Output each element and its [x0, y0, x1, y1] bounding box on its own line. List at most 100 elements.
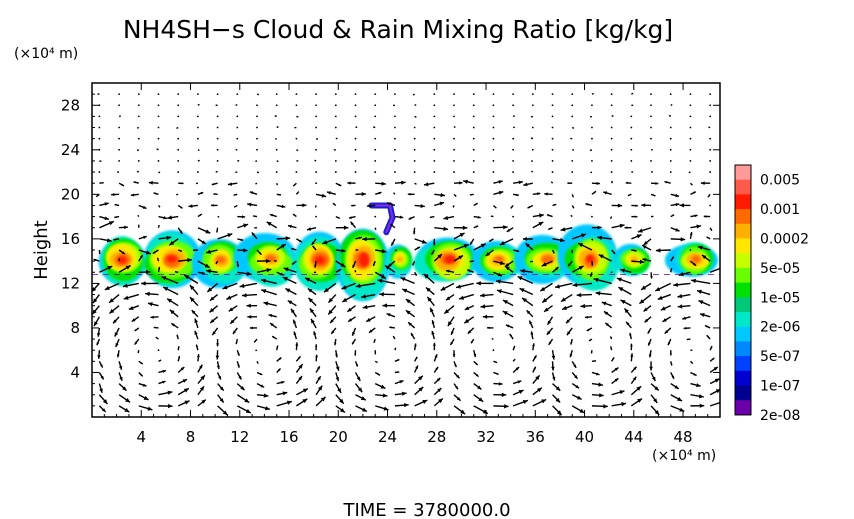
wind-arrow	[433, 115, 436, 118]
wind-arrow	[351, 327, 357, 336]
wind-head	[361, 192, 366, 197]
wind-arrow	[591, 215, 593, 218]
wind-head	[446, 296, 451, 301]
wind-head	[205, 229, 211, 234]
wind-arrow	[708, 126, 711, 129]
wind-dot	[394, 148, 396, 151]
wind-arrow	[664, 180, 671, 184]
wind-arrow	[276, 345, 279, 351]
wind-dot	[472, 171, 475, 173]
wind-head	[477, 385, 482, 390]
wind-arrow	[98, 383, 103, 393]
wind-arrow	[412, 93, 415, 96]
colorbar-swatch	[735, 223, 751, 239]
wind-head	[397, 371, 400, 374]
wind-head	[153, 326, 156, 329]
wind-head	[630, 353, 634, 357]
wind-head	[260, 384, 265, 388]
wind-dot	[315, 126, 318, 129]
wind-arrow	[510, 205, 514, 209]
wind-arrow	[472, 137, 475, 140]
wind-dot	[709, 204, 712, 207]
wind-head	[509, 333, 513, 337]
wind-head	[201, 399, 206, 404]
wind-arrow	[709, 357, 715, 362]
wind-dot	[709, 171, 712, 173]
wind-arrow	[136, 149, 140, 152]
wind-head	[496, 372, 499, 375]
wind-head	[408, 322, 412, 326]
wind-head	[330, 319, 334, 324]
wind-head	[394, 347, 396, 349]
wind-arrow	[147, 302, 159, 307]
wind-arrow	[499, 238, 514, 246]
wind-head	[688, 172, 690, 173]
wind-arrow	[505, 324, 514, 329]
wind-arrow	[452, 205, 455, 208]
wind-head	[603, 311, 609, 316]
wind-head	[547, 320, 552, 325]
wind-arrow	[237, 271, 252, 276]
wind-arrow	[576, 292, 592, 298]
wind-arrow	[472, 160, 475, 162]
wind-arrow	[650, 394, 658, 404]
wind-dot	[275, 104, 278, 107]
wind-arrow	[333, 149, 336, 151]
wind-head	[241, 293, 247, 298]
wind-arrow	[551, 115, 554, 118]
wind-arrow	[505, 265, 514, 273]
wind-arrow	[354, 137, 357, 140]
wind-arrow	[211, 204, 218, 207]
y-tick-label: 24	[61, 141, 80, 159]
wind-arrow	[314, 205, 317, 208]
wind-arrow	[551, 350, 556, 360]
wind-arrow	[128, 305, 140, 311]
wind-arrow	[296, 115, 299, 118]
wind-head	[715, 389, 720, 394]
wind-head	[333, 149, 335, 151]
wind-head	[350, 221, 354, 226]
wind-head	[317, 385, 323, 391]
wind-arrow	[235, 104, 238, 106]
wind-arrow	[247, 202, 258, 207]
wind-head	[108, 221, 114, 226]
wind-dot	[453, 137, 455, 140]
wind-head	[517, 276, 523, 281]
wind-arrow	[386, 202, 396, 207]
wind-dot	[551, 160, 554, 162]
wind-arrow	[560, 227, 573, 232]
wind-arrow	[696, 289, 711, 296]
wind-arrow	[631, 259, 645, 264]
wind-head	[227, 233, 233, 238]
wind-arrow	[209, 316, 219, 324]
wind-arrow	[211, 327, 219, 336]
wind-head	[456, 284, 461, 289]
wind-arrow	[295, 93, 298, 96]
wind-arrow	[690, 191, 697, 195]
wind-arrow	[377, 278, 396, 285]
wind-arrow	[114, 215, 120, 219]
wind-arrow	[506, 227, 514, 233]
wind-head	[673, 282, 678, 287]
wind-arrow	[295, 375, 303, 385]
wind-head	[456, 374, 460, 379]
wind-dot	[630, 148, 633, 151]
wind-head	[706, 335, 709, 338]
wind-arrow	[271, 335, 278, 340]
wind-head	[145, 269, 151, 275]
wind-head	[610, 346, 612, 349]
wind-head	[258, 172, 259, 173]
wind-arrow	[610, 148, 613, 151]
wind-head	[357, 387, 363, 393]
wind-arrow	[256, 405, 271, 411]
wind-head	[97, 93, 99, 95]
wind-arrow	[604, 322, 613, 329]
wind-head	[572, 195, 574, 198]
wind-arrow	[512, 104, 515, 107]
wind-head	[184, 400, 190, 405]
wind-arrow	[610, 346, 613, 351]
wind-arrow	[407, 321, 416, 329]
wind-arrow	[453, 181, 463, 185]
wind-arrow	[414, 104, 417, 106]
wind-head	[374, 352, 377, 355]
